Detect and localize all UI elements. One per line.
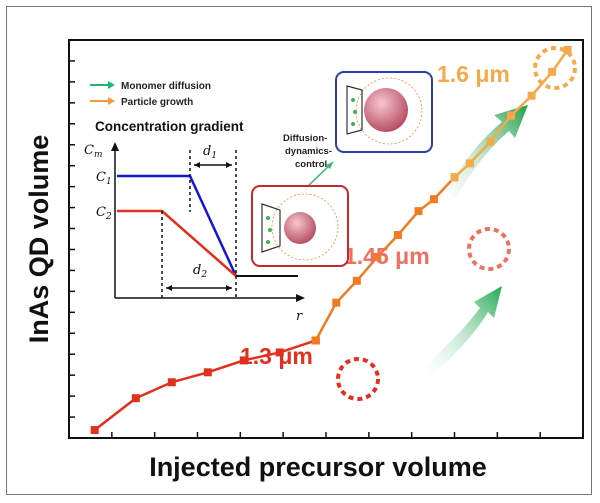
inset-title: Concentration gradient bbox=[95, 119, 244, 134]
callout-line-3: control bbox=[295, 159, 327, 170]
red-box-wedge-icon bbox=[261, 203, 281, 253]
inset-concentration-gradient: Concentration gradient Cm r C1 C2 d1 d2 bbox=[84, 119, 305, 324]
data-point bbox=[527, 91, 536, 100]
highlight-circle-1-3 bbox=[336, 357, 380, 401]
data-point bbox=[131, 394, 140, 403]
particle-box-red bbox=[251, 185, 349, 267]
red-box-particle-icon bbox=[284, 212, 316, 244]
red-box-dot-3 bbox=[266, 240, 270, 244]
annotation-1-6: 1.6 μm bbox=[437, 61, 510, 87]
data-point bbox=[352, 276, 361, 285]
inset-d2-head-right bbox=[226, 285, 232, 291]
blue-box-diffusion-shell bbox=[355, 77, 423, 145]
data-point bbox=[239, 356, 248, 365]
data-point bbox=[275, 348, 284, 357]
legend-arrow-diffusion bbox=[108, 81, 115, 89]
callout-line-1: Diffusion- bbox=[283, 133, 327, 144]
inset-y-label: Cm bbox=[84, 143, 103, 160]
red-box-dot-1 bbox=[266, 216, 270, 220]
growth-arrow-upper bbox=[446, 105, 528, 198]
data-point bbox=[414, 207, 423, 216]
legend-arrow-growth bbox=[108, 97, 115, 105]
data-point bbox=[167, 378, 176, 387]
data-point bbox=[90, 426, 99, 435]
blue-box-wedge-icon bbox=[346, 85, 363, 135]
figure-frame bbox=[6, 6, 592, 495]
inset-d2-label: d2 bbox=[193, 263, 207, 280]
legend: Monomer diffusion Particle growth bbox=[90, 81, 211, 108]
blue-box-dot-3 bbox=[351, 122, 355, 126]
inset-d1-head-left bbox=[194, 162, 200, 168]
inset-red-profile bbox=[117, 209, 237, 277]
data-point bbox=[332, 298, 341, 307]
axis-ticks bbox=[69, 60, 541, 438]
data-point bbox=[465, 159, 474, 168]
legend-label-diffusion: Monomer diffusion bbox=[121, 81, 211, 92]
red-box-diffusion-shell bbox=[271, 193, 339, 261]
annotation-1-45: 1.45 μm bbox=[344, 243, 430, 269]
inset-d1-head-right bbox=[226, 162, 232, 168]
particle-box-blue bbox=[335, 71, 433, 153]
inset-x-arrow bbox=[296, 294, 305, 302]
data-point bbox=[429, 195, 438, 204]
data-point bbox=[311, 336, 320, 345]
inset-d2-head-left bbox=[166, 285, 172, 291]
annotation-1-3: 1.3 μm bbox=[240, 343, 313, 369]
x-axis-label: Injected precursor volume bbox=[149, 452, 487, 482]
blue-box-dot-2 bbox=[353, 110, 357, 114]
inset-d1-label: d1 bbox=[203, 144, 217, 161]
inset-y-arrow bbox=[111, 142, 119, 151]
data-point bbox=[450, 173, 459, 182]
inset-c2-label: C2 bbox=[96, 205, 112, 222]
red-box-dot-2 bbox=[268, 228, 272, 232]
blue-box-particle-icon bbox=[364, 88, 408, 132]
data-point bbox=[373, 252, 382, 261]
callout-pointer-head bbox=[326, 162, 333, 169]
highlight-circle-1-6 bbox=[533, 46, 577, 90]
data-point bbox=[548, 67, 557, 76]
growth-arrow-lower bbox=[420, 286, 502, 378]
legend-label-growth: Particle growth bbox=[121, 97, 193, 108]
y-axis-label: InAs QD volume bbox=[24, 135, 54, 344]
blue-box-dot-1 bbox=[351, 98, 355, 102]
highlight-circle-1-45 bbox=[467, 227, 511, 271]
inset-x-label: r bbox=[296, 309, 303, 324]
data-point bbox=[507, 111, 516, 120]
series-layer bbox=[90, 45, 572, 435]
data-point bbox=[393, 231, 402, 240]
inset-c1-label: C1 bbox=[96, 170, 112, 187]
data-point bbox=[486, 137, 495, 146]
callout-line-2: dynamics- bbox=[285, 146, 332, 157]
data-point bbox=[203, 368, 212, 377]
data-point bbox=[563, 45, 572, 54]
